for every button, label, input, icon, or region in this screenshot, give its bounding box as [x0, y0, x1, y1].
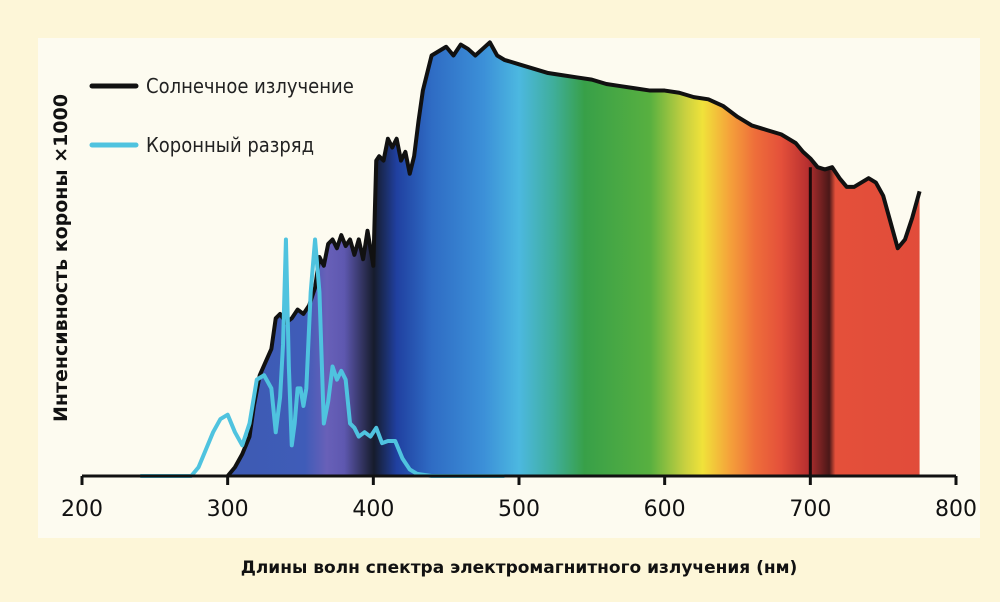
x-tick-label: 500	[498, 497, 540, 522]
x-tick-label: 300	[207, 497, 249, 522]
x-axis-title: Длины волн спектра электромагнитного изл…	[241, 558, 798, 578]
x-tick-label: 700	[789, 497, 831, 522]
series-line-corona	[140, 237, 505, 478]
x-tick-label: 200	[61, 497, 103, 522]
series-line-solar	[226, 40, 922, 478]
y-axis-title: Интенсивность короны ×1000	[50, 94, 72, 422]
x-tick-label: 600	[644, 497, 686, 522]
legend-item-corona-label: Коронный разряд	[146, 133, 314, 157]
x-tick-label: 400	[352, 497, 394, 522]
x-tick-label: 800	[935, 497, 977, 522]
legend-item-solar-label: Солнечное излучение	[146, 74, 354, 98]
